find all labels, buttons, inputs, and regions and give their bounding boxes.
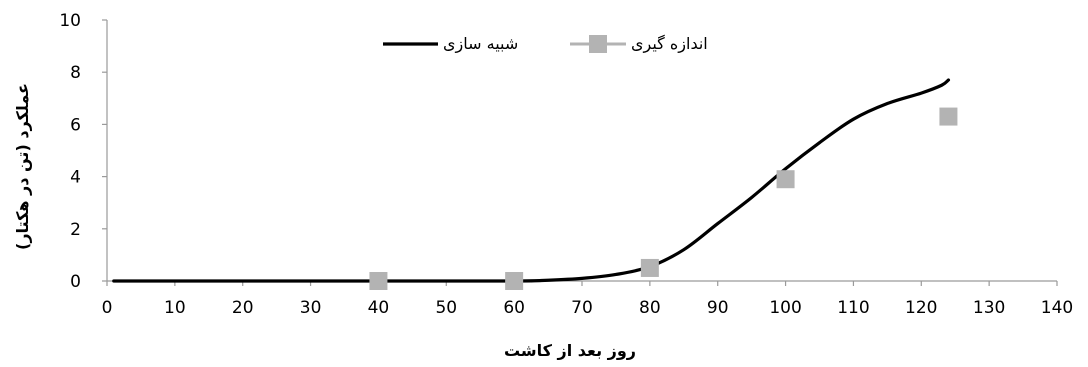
x-tick-label: 20 xyxy=(232,298,254,318)
x-tick-label: 60 xyxy=(503,298,525,318)
y-tick-label: 10 xyxy=(59,11,81,31)
legend-label: شبیه سازی xyxy=(443,34,518,54)
x-tick-label: 80 xyxy=(639,298,661,318)
y-tick-label: 2 xyxy=(70,220,81,240)
y-tick-label: 0 xyxy=(70,272,81,292)
x-tick-label: 90 xyxy=(707,298,729,318)
x-tick-label: 40 xyxy=(368,298,390,318)
measured-point xyxy=(939,107,958,126)
y-tick-label: 8 xyxy=(70,63,81,83)
y-axis-label: عملکرد (تن در هکتار) xyxy=(13,83,32,250)
simulation-line xyxy=(112,78,951,283)
legend-label: اندازه گیری xyxy=(631,34,708,54)
x-tick-label: 130 xyxy=(973,298,1005,318)
x-axis-label: روز بعد از کاشت xyxy=(504,341,636,360)
x-tick-label: 0 xyxy=(102,298,113,318)
x-tick-label: 30 xyxy=(300,298,322,318)
axes xyxy=(102,19,1058,286)
plot-area xyxy=(112,78,958,290)
x-tick-label: 70 xyxy=(571,298,593,318)
y-tick-label: 6 xyxy=(70,115,81,135)
measured-point xyxy=(640,258,659,277)
x-tick-label: 10 xyxy=(164,298,186,318)
measured-point xyxy=(369,272,388,290)
measured-point xyxy=(776,170,795,189)
x-tick-label: 50 xyxy=(435,298,457,318)
legend-measured-marker xyxy=(589,35,607,53)
x-tick-label: 110 xyxy=(837,298,869,318)
y-tick-label: 4 xyxy=(70,168,81,188)
x-tick-label: 100 xyxy=(769,298,801,318)
x-tick-label: 140 xyxy=(1041,298,1073,318)
x-tick-label: 120 xyxy=(905,298,937,318)
legend: شبیه سازی اندازه گیری xyxy=(383,34,708,54)
measured-point xyxy=(505,272,524,290)
